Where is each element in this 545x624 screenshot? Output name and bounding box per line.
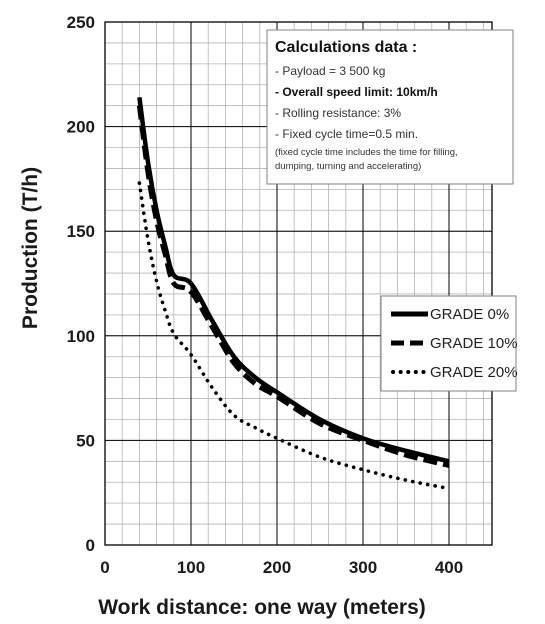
legend: GRADE 0% GRADE 10% GRADE 20%: [380, 295, 518, 392]
annotation-line: - Rolling resistance: 3%: [275, 106, 401, 120]
plot-frame: [104, 21, 493, 546]
x-tick-label: 400: [435, 558, 463, 577]
x-tick-label: 300: [349, 558, 377, 577]
annotation-line: - Payload = 3 500 kg: [275, 64, 385, 78]
annotation-title: Calculations data :: [275, 39, 417, 56]
y-tick-label: 0: [86, 536, 95, 555]
series-line-2: [137, 181, 451, 491]
legend-label-grade-20: GRADE 20%: [430, 364, 518, 381]
legend-label-grade-10: GRADE 10%: [430, 335, 518, 352]
annotation-line: - Overall speed limit: 10km/h: [275, 85, 438, 99]
annotation-note: (fixed cycle time includes the time for …: [275, 147, 458, 158]
x-tick-label: 200: [263, 558, 291, 577]
y-tick-label: 200: [67, 118, 95, 137]
y-tick-label: 150: [67, 222, 95, 241]
annotation-line: - Fixed cycle time=0.5 min.: [275, 127, 418, 141]
annotation-note: dumping, turning and accelerating): [275, 161, 421, 172]
y-axis-title: Production (T/h): [19, 167, 42, 329]
y-tick-labels: 0 50 100 150 200 250: [67, 13, 95, 555]
series-layer: [136, 97, 451, 491]
x-axis-title: Work distance: one way (meters): [98, 596, 426, 619]
x-tick-label: 0: [100, 558, 109, 577]
y-tick-label: 250: [67, 13, 95, 32]
x-tick-labels: 0 100 200 300 400: [100, 558, 463, 577]
y-tick-label: 50: [76, 431, 95, 450]
x-tick-label: 100: [177, 558, 205, 577]
calculations-data-box: Calculations data : - Payload = 3 500 kg…: [266, 29, 514, 185]
series-line-1: [136, 105, 450, 468]
legend-label-grade-0: GRADE 0%: [430, 306, 509, 323]
y-tick-label: 100: [67, 327, 95, 346]
